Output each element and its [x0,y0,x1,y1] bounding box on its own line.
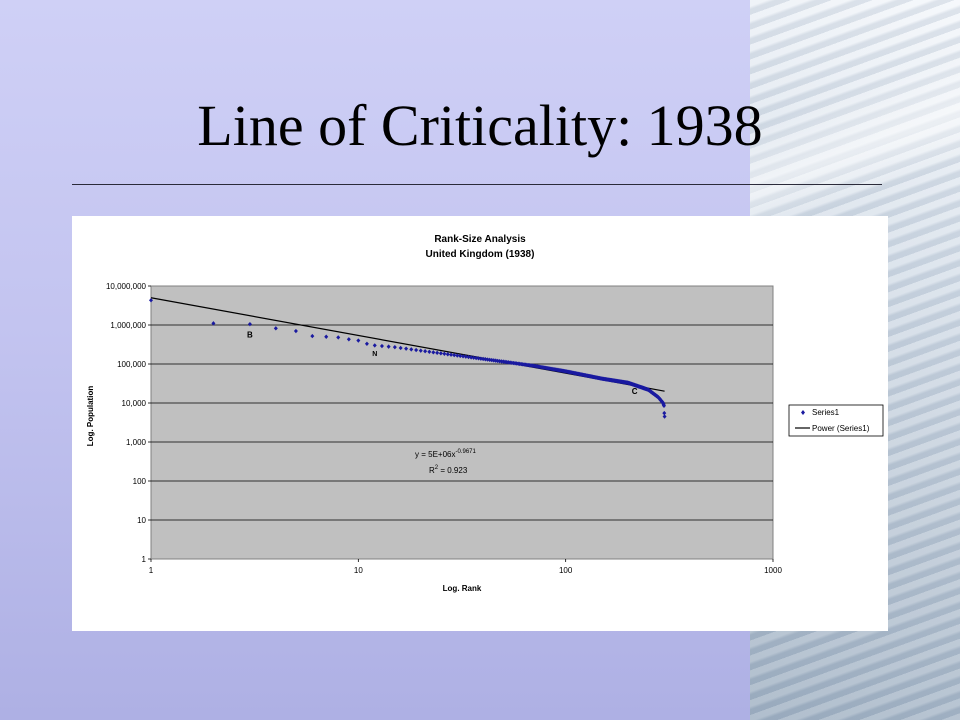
data-point [455,353,460,358]
r-squared-value: R2 = 0.923 [429,465,468,475]
data-point [409,347,414,352]
data-point [476,356,481,361]
y-tick-label: 1 [142,555,147,564]
legend-power-label: Power (Series1) [812,424,870,433]
data-point [414,347,419,353]
data-point [445,352,450,357]
data-point [418,348,423,353]
x-tick-label: 1000 [764,566,782,575]
data-point [449,352,454,357]
data-point [310,333,315,339]
data-point [336,335,341,340]
y-tick-labels: 1 10 100 1,000 10,000 100,000 1,000,000 10,000,… [106,282,151,564]
slide-title: Line of Criticality: 1938 [197,93,763,158]
trendline-equation: y = 5E+06x-0.9671 [415,449,476,459]
data-point [469,355,474,360]
legend-box [788,404,884,437]
data-point [438,351,443,356]
data-point [431,350,436,355]
data-point [489,357,494,363]
plot-area [150,285,774,560]
data-point [427,349,432,354]
dune-ridge-highlight [750,0,960,240]
chart-panel: Rank-Size Analysis United Kingdom (1938)… [72,216,888,631]
data-point [386,344,391,349]
data-point [471,355,476,360]
x-tick-label: 10 [354,566,363,575]
rank-size-chart: Rank-Size Analysis United Kingdom (1938)… [86,234,884,593]
data-point [346,337,351,342]
legend-series1-label: Series1 [812,408,840,417]
data-point [392,344,397,350]
data-point [404,346,409,351]
data-point [662,410,667,416]
data-point [661,403,666,408]
chart-legend: Series1 Power (Series1) [788,404,884,437]
y-tick-label: 100,000 [117,360,146,369]
data-point [247,321,252,327]
data-point [662,414,667,419]
data-point [398,345,403,351]
y-axis-title: Log. Population [86,386,95,447]
x-tick-label: 1 [149,566,154,575]
y-tick-label: 100 [133,477,147,486]
data-point [463,354,468,359]
series1-points [149,298,667,419]
grid-lines [151,324,773,521]
data-point [474,355,479,361]
data-point [211,321,216,326]
data-point [461,354,466,359]
legend-series1-marker [801,410,805,415]
data-point [435,350,440,356]
x-tick-labels: 1 10 100 1000 [149,559,782,575]
data-point [356,338,361,343]
data-point [379,343,384,349]
chart-title: Rank-Size Analysis [434,234,526,245]
data-point [458,353,463,359]
data-point [372,343,377,348]
marker-c-label: C [632,387,638,396]
data-point [273,326,278,331]
y-tick-label: 10,000 [122,399,147,408]
data-point [149,298,153,303]
data-point [293,328,298,334]
title-divider [72,184,882,185]
data-point [466,354,471,360]
x-axis-title: Log. Rank [443,584,482,593]
marker-n-label: N [372,351,377,358]
chart-subtitle: United Kingdom (1938) [426,249,535,260]
data-point [364,341,369,346]
x-tick-label: 100 [559,566,573,575]
y-tick-label: 1,000,000 [110,321,146,330]
data-point [452,352,457,358]
y-tick-label: 10 [137,516,146,525]
data-point [481,356,486,362]
data-point [493,358,498,363]
marker-b-label: B [247,330,253,339]
data-point [324,334,329,339]
y-tick-label: 1,000 [126,438,147,447]
y-tick-label: 10,000,000 [106,282,147,291]
